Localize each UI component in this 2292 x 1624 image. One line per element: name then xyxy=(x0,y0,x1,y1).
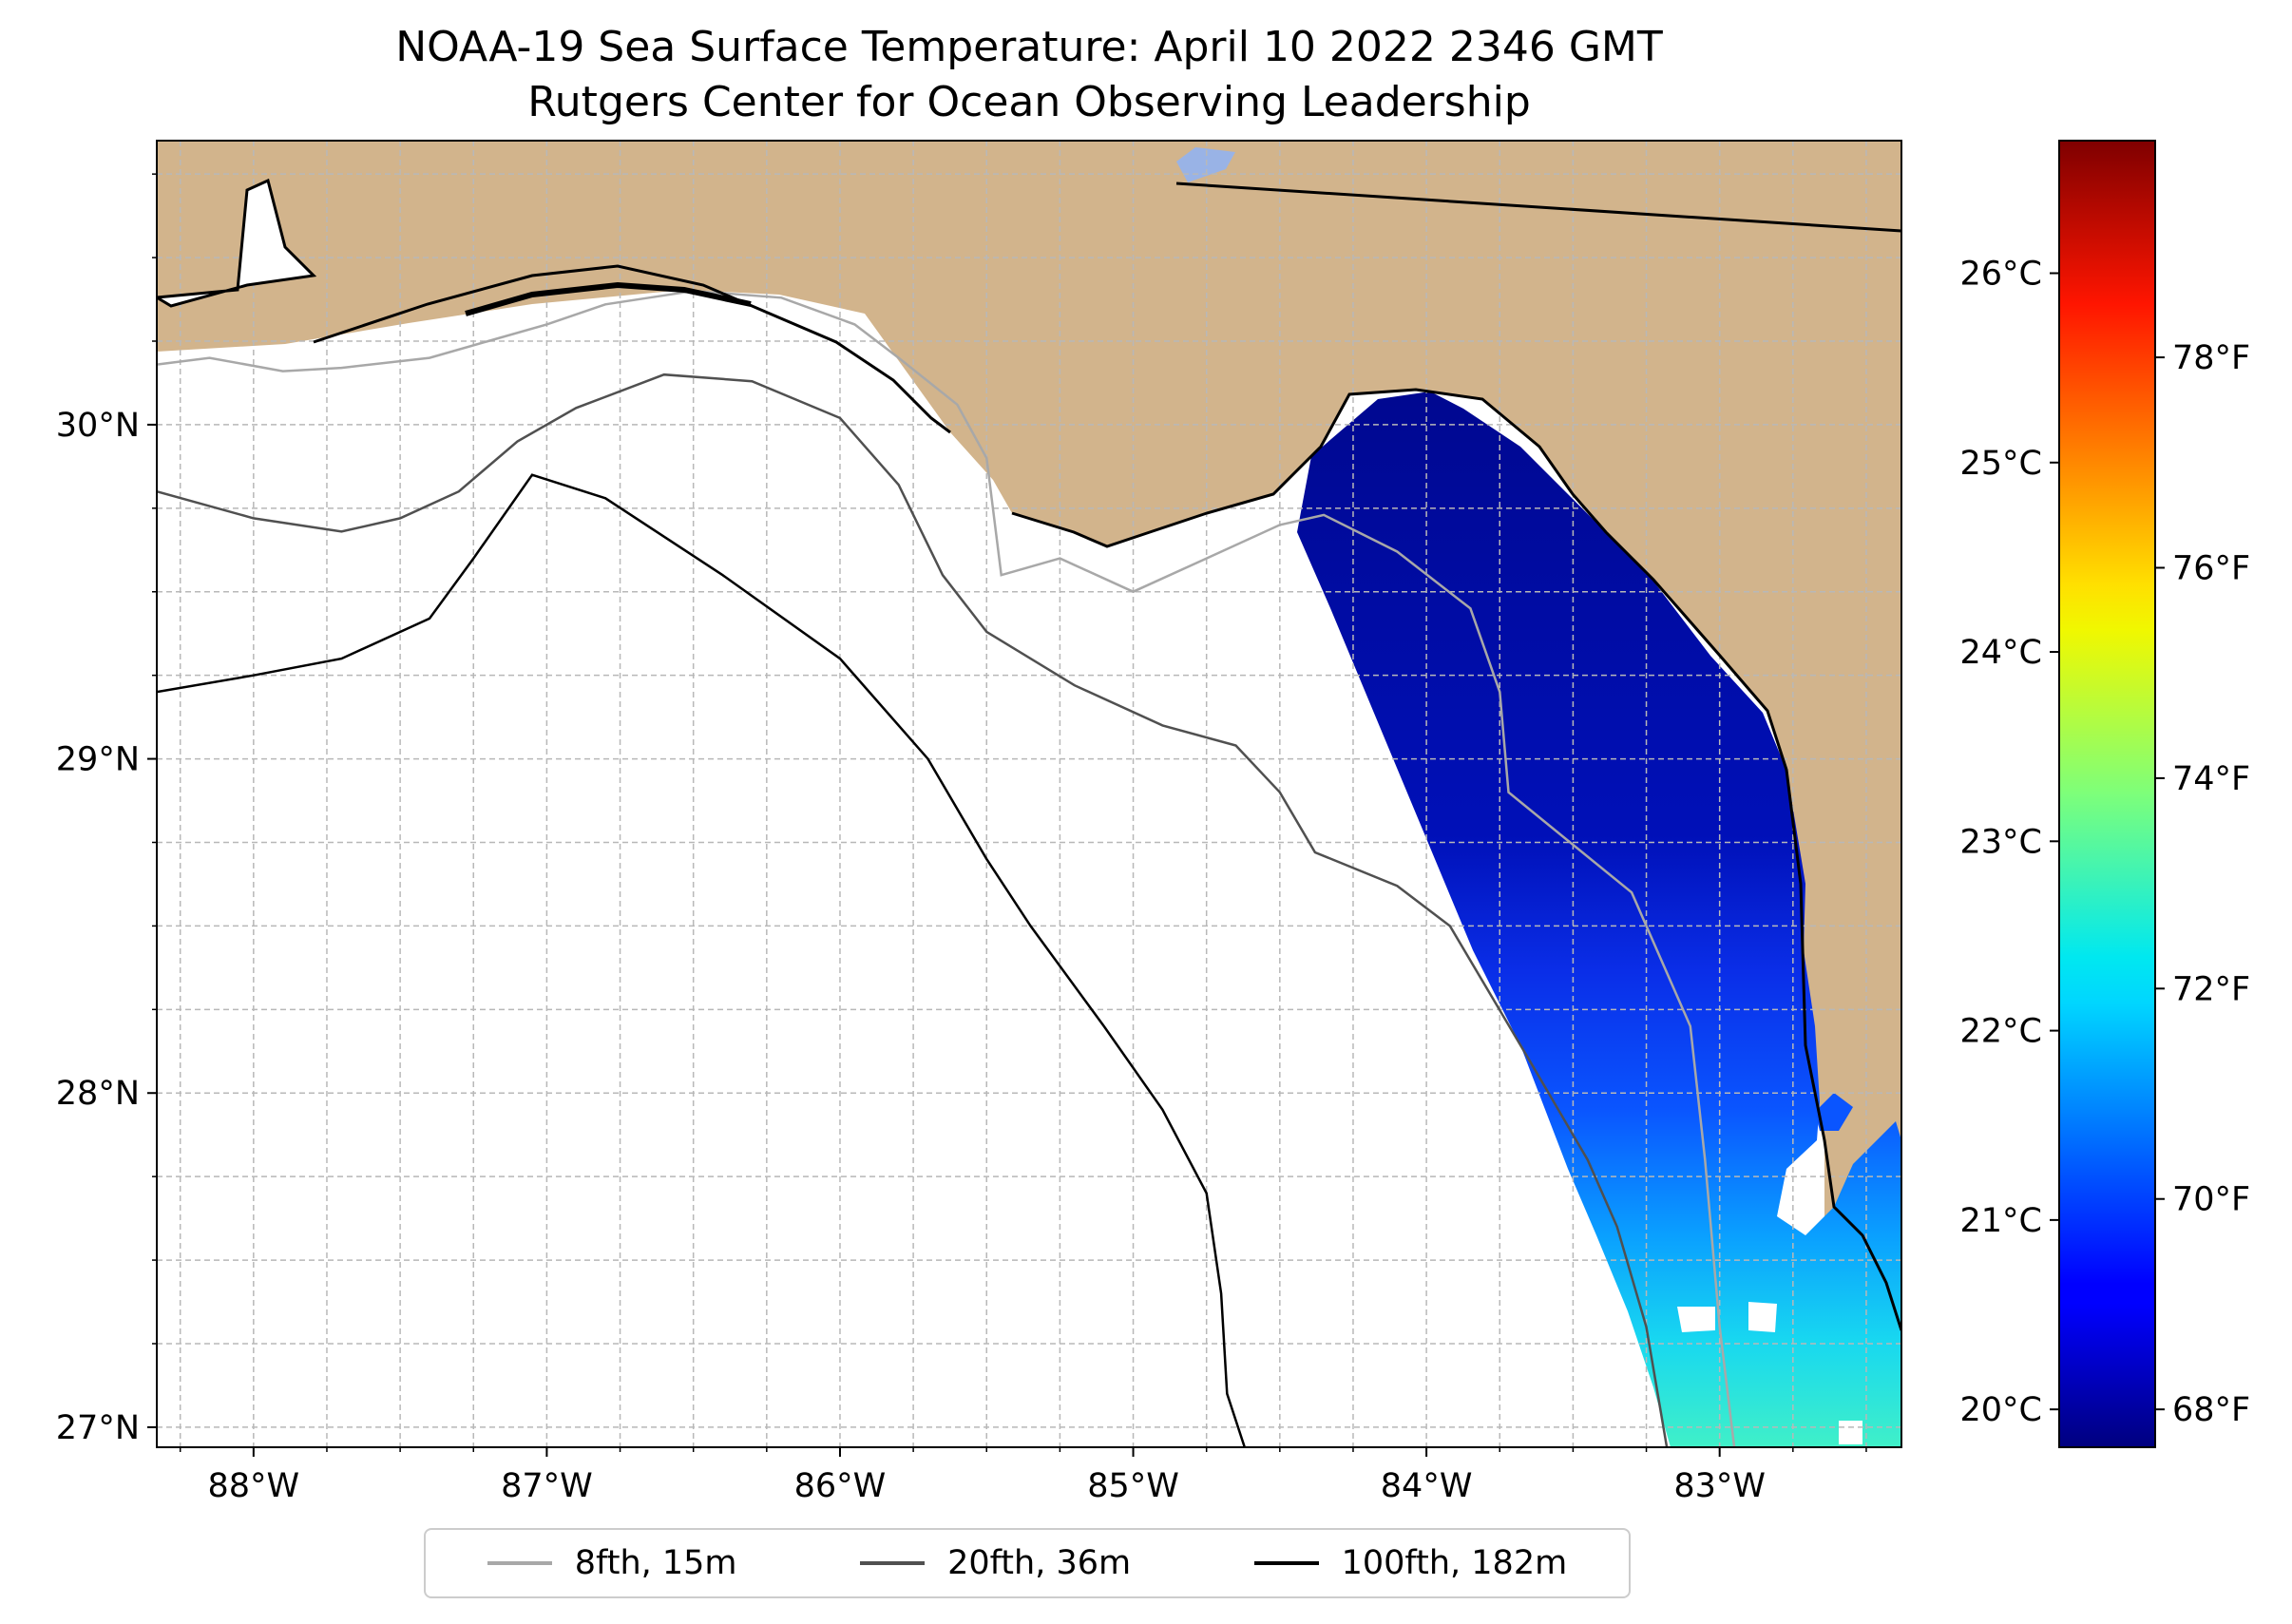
state-boundary xyxy=(1175,182,1901,233)
colorbar xyxy=(2058,140,2156,1448)
isobath-line xyxy=(157,373,1669,1447)
cloud-gap-2 xyxy=(1748,1302,1777,1332)
legend-line-icon xyxy=(860,1561,926,1565)
isobath-line xyxy=(157,289,1736,1447)
fahrenheit-tick-label: 72°F xyxy=(2172,970,2250,1008)
legend-label: 8fth, 15m xyxy=(574,1544,737,1582)
figure-title: NOAA-19 Sea Surface Temperature: April 1… xyxy=(395,23,1663,71)
lon-tick-label: 87°W xyxy=(501,1467,593,1505)
legend-label: 100fth, 182m xyxy=(1341,1544,1568,1582)
celsius-tick-label: 20°C xyxy=(1960,1391,2042,1429)
legend-item-100fth: 100fth, 182m xyxy=(1253,1544,1568,1582)
florida-coastline xyxy=(1011,388,1901,1331)
legend-label: 20fth, 36m xyxy=(947,1544,1132,1582)
celsius-tick-label: 24°C xyxy=(1960,634,2042,672)
legend-line-icon xyxy=(1253,1561,1319,1565)
celsius-tick-label: 23°C xyxy=(1960,823,2042,861)
lat-tick-label: 27°N xyxy=(56,1409,140,1447)
lon-tick-label: 88°W xyxy=(208,1467,300,1505)
fahrenheit-tick-label: 70°F xyxy=(2172,1181,2250,1219)
isobath-contours xyxy=(157,289,1736,1447)
legend-item-20fth: 20fth, 36m xyxy=(860,1544,1131,1582)
colorbar-celsius-scale: 20°C 21°C 22°C 23°C 24°C 25°C 26°C xyxy=(1960,255,2059,1429)
legend-item-8fth: 8fth, 15m xyxy=(487,1544,737,1582)
fahrenheit-tick-label: 76°F xyxy=(2172,549,2250,587)
map-gridlines xyxy=(157,141,1901,1447)
fahrenheit-tick-label: 68°F xyxy=(2172,1391,2250,1429)
celsius-tick-label: 21°C xyxy=(1960,1202,2042,1240)
isobath-line xyxy=(157,473,1246,1447)
lat-tick-label: 28°N xyxy=(56,1075,140,1113)
barrier-island xyxy=(465,281,752,316)
lon-tick-label: 85°W xyxy=(1087,1467,1179,1505)
map-frame xyxy=(156,140,1902,1448)
tampa-bay-water xyxy=(1815,1093,1853,1131)
fahrenheit-tick-label: 78°F xyxy=(2172,339,2250,377)
celsius-tick-label: 22°C xyxy=(1960,1013,2042,1051)
lon-tick-label: 83°W xyxy=(1673,1467,1766,1505)
colorbar-fahrenheit-scale: 68°F 70°F 72°F 74°F 76°F 78°F xyxy=(2155,339,2250,1429)
longitude-axis: 88°W 87°W 86°W 85°W 84°W 83°W xyxy=(179,1447,1867,1505)
isobath-legend: 8fth, 15m 20fth, 36m 100fth, 182m xyxy=(424,1528,1631,1598)
fahrenheit-tick-label: 74°F xyxy=(2172,760,2250,798)
latitude-axis: 27°N 28°N 29°N 30°N xyxy=(56,173,157,1447)
land-mass xyxy=(157,141,1901,1380)
celsius-tick-label: 25°C xyxy=(1960,445,2042,483)
cloud-gap-3 xyxy=(1839,1421,1862,1444)
figure-subtitle: Rutgers Center for Ocean Observing Leade… xyxy=(527,78,1531,126)
cloud-gap-1 xyxy=(1677,1307,1715,1332)
lat-tick-label: 30°N xyxy=(56,407,140,445)
lon-tick-label: 84°W xyxy=(1381,1467,1473,1505)
sst-swath xyxy=(1297,392,1901,1447)
lon-tick-label: 86°W xyxy=(794,1467,887,1505)
legend-line-icon xyxy=(487,1561,552,1565)
mobile-bay-coastline xyxy=(157,178,317,308)
lat-tick-label: 29°N xyxy=(56,741,140,779)
celsius-tick-label: 26°C xyxy=(1960,255,2042,293)
